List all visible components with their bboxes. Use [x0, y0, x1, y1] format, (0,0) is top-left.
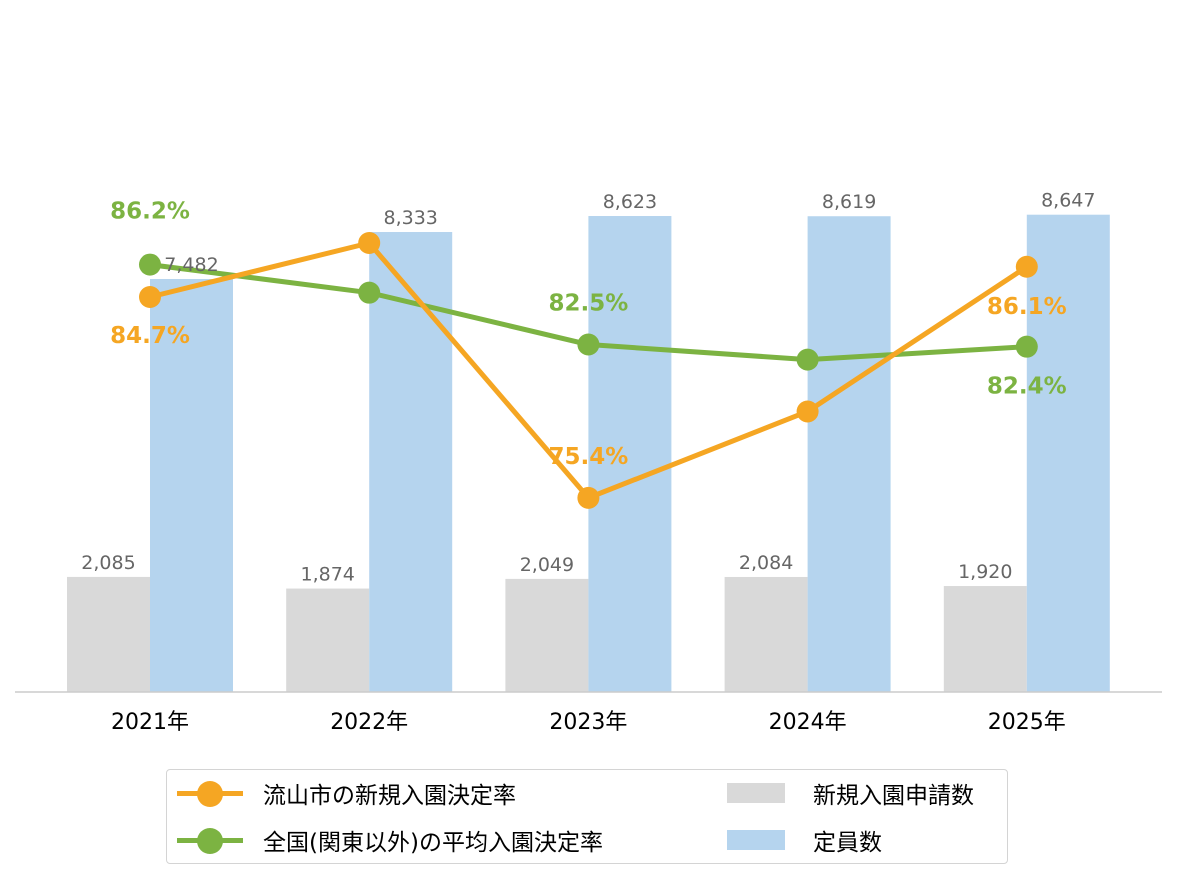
bar-value-label: 2,085 [81, 552, 135, 574]
rate-label: 84.7% [110, 323, 190, 349]
bar-value-label: 2,049 [520, 554, 574, 576]
bar-applications [724, 576, 808, 692]
rate-label: 82.5% [549, 291, 629, 317]
bar-value-label: 8,647 [1041, 190, 1095, 212]
bar-value-label: 1,920 [958, 561, 1012, 583]
series-point-national [796, 348, 819, 371]
legend-item-applications: 新規入園申請数 [727, 773, 974, 813]
rate-label: 86.1% [987, 294, 1067, 320]
legend-item-nagareyama-rate: 流山市の新規入園決定率 [177, 773, 516, 813]
x-tick-label: 2024年 [769, 710, 847, 735]
bar-applications [505, 578, 589, 692]
legend-swatch-gray [727, 783, 785, 803]
series-point-nagareyama [1015, 255, 1038, 278]
series-point-nagareyama [577, 486, 600, 509]
legend-label: 定員数 [813, 830, 882, 856]
bar-capacity [150, 278, 233, 692]
bar-value-label: 8,623 [603, 191, 657, 213]
x-tick-label: 2021年 [111, 710, 189, 735]
bar-applications [286, 588, 370, 692]
rate-label: 75.4% [549, 444, 629, 470]
bar-applications [67, 576, 150, 692]
lines-layer [139, 232, 1038, 509]
series-point-national [358, 281, 381, 304]
bar-value-label: 8,619 [822, 191, 876, 213]
series-point-nagareyama [139, 286, 161, 308]
legend-swatch-green [177, 825, 243, 855]
legend-swatch-orange [177, 778, 243, 808]
bar-value-label: 7,482 [164, 254, 218, 276]
bar-capacity [588, 216, 672, 692]
rate-label: 82.4% [987, 374, 1067, 400]
bar-applications [943, 586, 1027, 692]
series-point-national [1015, 335, 1038, 358]
series-point-national [139, 253, 161, 276]
legend-label: 新規入園申請数 [813, 783, 974, 809]
x-tick-label: 2025年 [988, 710, 1066, 735]
legend-item-national-rate: 全国(関東以外)の平均入園決定率 [177, 820, 603, 860]
bar-value-label: 2,084 [739, 552, 793, 574]
series-point-nagareyama [358, 232, 381, 254]
series-point-nagareyama [796, 400, 819, 423]
x-tick-label: 2022年 [330, 710, 408, 735]
x-tick-label: 2023年 [549, 710, 627, 735]
chart: 2021年 2022年 2023年 2024年 2025年 2,085 7,482 1,87… [15, 190, 1162, 735]
legend-label: 流山市の新規入園決定率 [263, 783, 516, 809]
series-point-national [577, 333, 600, 356]
data-labels-layer: 2,085 7,482 1,874 8,333 2,049 8,623 2,084 8,619… [81, 190, 1095, 586]
rate-label: 86.2% [110, 199, 190, 225]
bar-value-label: 1,874 [300, 564, 354, 586]
legend-item-capacity: 定員数 [727, 820, 882, 860]
bar-capacity [1026, 214, 1110, 692]
x-tick-labels: 2021年 2022年 2023年 2024年 2025年 [111, 710, 1066, 735]
bar-value-label: 8,333 [383, 207, 437, 229]
bar-capacity [807, 216, 891, 692]
legend-label: 全国(関東以外)の平均入園決定率 [263, 830, 603, 856]
legend-swatch-blue [727, 830, 785, 850]
legend: 流山市の新規入園決定率 全国(関東以外)の平均入園決定率 新規入園申請数 定員数 [166, 769, 1008, 864]
